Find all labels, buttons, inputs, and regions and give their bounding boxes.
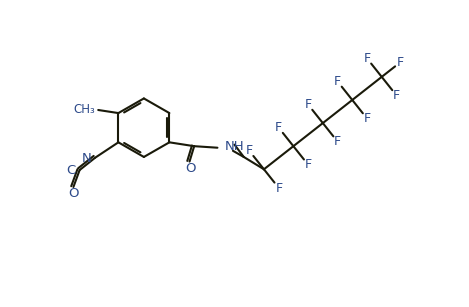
Text: N: N: [82, 152, 91, 165]
Text: F: F: [334, 135, 341, 148]
Text: F: F: [245, 144, 253, 157]
Text: F: F: [393, 89, 400, 102]
Text: F: F: [363, 52, 371, 65]
Text: F: F: [275, 181, 282, 195]
Text: F: F: [363, 112, 371, 125]
Text: F: F: [334, 75, 341, 88]
Text: O: O: [185, 162, 196, 175]
Text: NH: NH: [225, 140, 245, 154]
Text: F: F: [305, 158, 312, 171]
Text: O: O: [68, 187, 79, 200]
Text: F: F: [397, 56, 404, 68]
Text: F: F: [304, 98, 311, 111]
Text: C: C: [67, 164, 76, 177]
Text: F: F: [275, 121, 282, 134]
Text: CH₃: CH₃: [73, 103, 95, 116]
